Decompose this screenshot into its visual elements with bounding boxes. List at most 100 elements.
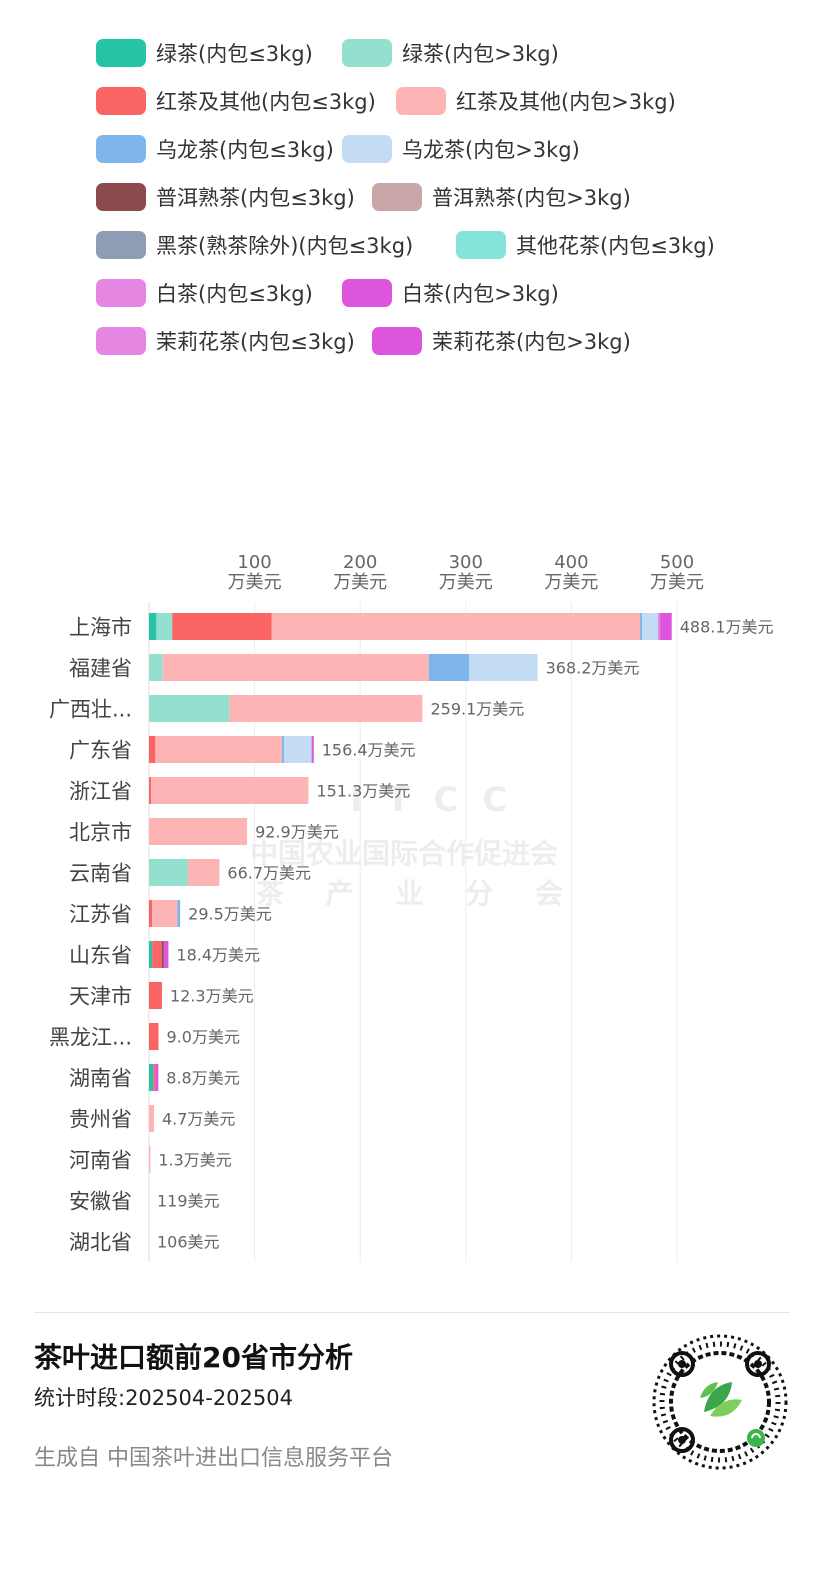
legend-swatch bbox=[342, 39, 392, 67]
bar-segment[interactable] bbox=[311, 736, 314, 763]
bar-segment[interactable] bbox=[149, 1064, 154, 1091]
legend-item[interactable]: 茉莉花茶(内包>3kg) bbox=[372, 326, 631, 356]
x-tick-label: 200 bbox=[343, 552, 377, 573]
legend-swatch bbox=[96, 87, 146, 115]
legend-swatch bbox=[372, 183, 422, 211]
bar-total-label: 259.1万美元 bbox=[431, 700, 525, 719]
legend-label: 红茶及其他(内包>3kg) bbox=[456, 90, 676, 114]
x-tick-label: 300 bbox=[449, 552, 483, 573]
y-category-label: 云南省 bbox=[69, 862, 132, 886]
bar-segment[interactable] bbox=[271, 613, 641, 640]
bar-segment[interactable] bbox=[156, 613, 173, 640]
legend-label: 茉莉花茶(内包≤3kg) bbox=[156, 330, 355, 354]
y-category-label: 黑龙江... bbox=[49, 1026, 132, 1050]
bar-segment[interactable] bbox=[284, 736, 312, 763]
x-tick-unit: 万美元 bbox=[544, 572, 598, 593]
y-category-label: 湖北省 bbox=[69, 1231, 132, 1255]
bar-segment[interactable] bbox=[642, 613, 658, 640]
bar-segment[interactable] bbox=[149, 613, 157, 640]
bar-segment[interactable] bbox=[155, 736, 283, 763]
bar-segment[interactable] bbox=[188, 859, 220, 886]
bar-total-label: 368.2万美元 bbox=[546, 659, 640, 678]
x-tick-unit: 万美元 bbox=[333, 572, 387, 593]
legend-swatch bbox=[342, 135, 392, 163]
bar-segment[interactable] bbox=[660, 613, 672, 640]
y-category-label: 贵州省 bbox=[69, 1108, 132, 1132]
bar-segment[interactable] bbox=[149, 1105, 154, 1132]
bar-segment[interactable] bbox=[155, 1064, 159, 1091]
legend-swatch bbox=[456, 231, 506, 259]
y-category-label: 广东省 bbox=[69, 739, 132, 763]
legend-label: 绿茶(内包≤3kg) bbox=[156, 42, 313, 66]
legend-item[interactable]: 红茶及其他(内包>3kg) bbox=[396, 86, 676, 116]
bar-total-label: 9.0万美元 bbox=[167, 1028, 240, 1047]
legend-item[interactable]: 白茶(内包>3kg) bbox=[342, 278, 559, 308]
y-category-label: 北京市 bbox=[69, 821, 132, 845]
legend-item[interactable]: 茉莉花茶(内包≤3kg) bbox=[96, 326, 355, 356]
legend-item[interactable]: 乌龙茶(内包>3kg) bbox=[342, 134, 580, 164]
bar-segment[interactable] bbox=[162, 654, 429, 681]
legend-label: 其他花茶(内包≤3kg) bbox=[516, 234, 715, 258]
x-tick-label: 100 bbox=[237, 552, 271, 573]
bar-segment[interactable] bbox=[149, 1146, 151, 1173]
bar-segment[interactable] bbox=[468, 654, 538, 681]
bar-segment[interactable] bbox=[149, 777, 152, 804]
y-category-label: 上海市 bbox=[69, 616, 132, 640]
bar-total-label: 4.7万美元 bbox=[162, 1110, 235, 1129]
legend-label: 茉莉花茶(内包>3kg) bbox=[432, 330, 631, 354]
legend-label: 普洱熟茶(内包>3kg) bbox=[432, 186, 631, 210]
bar-total-label: 8.8万美元 bbox=[166, 1069, 239, 1088]
legend-swatch bbox=[96, 231, 146, 259]
bar-segment[interactable] bbox=[149, 654, 163, 681]
legend-item[interactable]: 黑茶(熟茶除外)(内包≤3kg) bbox=[96, 230, 413, 260]
bar-segment[interactable] bbox=[149, 695, 230, 722]
legend-swatch bbox=[96, 183, 146, 211]
bar-segment[interactable] bbox=[172, 613, 272, 640]
legend-label: 红茶及其他(内包≤3kg) bbox=[156, 90, 376, 114]
legend-item[interactable]: 绿茶(内包>3kg) bbox=[342, 38, 559, 68]
statistic-period: 统计时段:202504-202504 bbox=[34, 1386, 293, 1410]
bar-segment[interactable] bbox=[149, 1023, 159, 1050]
bar-segment[interactable] bbox=[229, 695, 423, 722]
bar-segment[interactable] bbox=[152, 941, 162, 968]
divider bbox=[34, 1312, 790, 1313]
bar-segment[interactable] bbox=[149, 982, 162, 1009]
legend-label: 乌龙茶(内包≤3kg) bbox=[156, 138, 334, 162]
bar-segment[interactable] bbox=[428, 654, 469, 681]
legend-item[interactable]: 其他花茶(内包≤3kg) bbox=[456, 230, 715, 260]
bar-segment[interactable] bbox=[161, 941, 164, 968]
x-tick-unit: 万美元 bbox=[439, 572, 493, 593]
legend-label: 黑茶(熟茶除外)(内包≤3kg) bbox=[156, 234, 414, 258]
legend-swatch bbox=[396, 87, 446, 115]
legend-item[interactable]: 乌龙茶(内包≤3kg) bbox=[96, 134, 334, 164]
y-category-label: 浙江省 bbox=[69, 780, 132, 804]
legend-item[interactable]: 红茶及其他(内包≤3kg) bbox=[96, 86, 376, 116]
bar-segment[interactable] bbox=[149, 859, 189, 886]
bar-segment[interactable] bbox=[149, 736, 156, 763]
y-category-label: 江苏省 bbox=[69, 903, 132, 927]
bar-segment[interactable] bbox=[657, 613, 661, 640]
y-category-label: 天津市 bbox=[69, 985, 132, 1009]
qr-code-icon[interactable] bbox=[652, 1334, 788, 1470]
legend-swatch bbox=[96, 279, 146, 307]
bar-segment[interactable] bbox=[153, 1064, 156, 1091]
bar-total-label: 1.3万美元 bbox=[158, 1151, 231, 1170]
x-tick-unit: 万美元 bbox=[650, 572, 704, 593]
bar-segment[interactable] bbox=[151, 777, 309, 804]
legend-label: 普洱熟茶(内包≤3kg) bbox=[156, 186, 355, 210]
bar-segment[interactable] bbox=[152, 900, 178, 927]
y-category-label: 山东省 bbox=[69, 944, 132, 968]
bar-segment[interactable] bbox=[149, 818, 248, 845]
legend-item[interactable]: 普洱熟茶(内包≤3kg) bbox=[96, 182, 355, 212]
legend-item[interactable]: 绿茶(内包≤3kg) bbox=[96, 38, 313, 68]
legend-item[interactable]: 白茶(内包≤3kg) bbox=[96, 278, 313, 308]
bar-segment[interactable] bbox=[149, 941, 153, 968]
legend-swatch bbox=[342, 279, 392, 307]
bar-segment[interactable] bbox=[282, 736, 285, 763]
bar-segment[interactable] bbox=[177, 900, 181, 927]
bar-segment[interactable] bbox=[149, 900, 153, 927]
legend-item[interactable]: 普洱熟茶(内包>3kg) bbox=[372, 182, 631, 212]
bar-segment[interactable] bbox=[163, 941, 169, 968]
bar-segment[interactable] bbox=[640, 613, 643, 640]
